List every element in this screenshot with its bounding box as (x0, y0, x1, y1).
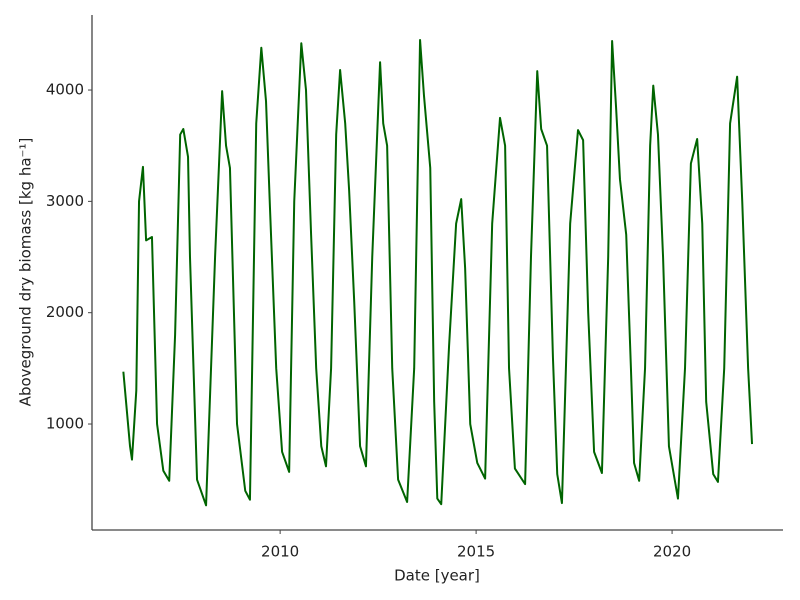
x-tick-label: 2020 (653, 543, 691, 561)
y-tick-label: 2000 (46, 303, 84, 321)
y-tick-label: 1000 (46, 415, 84, 433)
y-tick-label: 3000 (46, 192, 84, 210)
x-tick-label: 2010 (261, 543, 299, 561)
data-line (122, 38, 754, 507)
y-axis-label: Aboveground dry biomass [kg ha⁻¹] (17, 138, 35, 407)
y-tick-label: 4000 (46, 81, 84, 99)
x-axis-label: Date [year] (394, 567, 480, 585)
x-tick-label: 2015 (457, 543, 495, 561)
